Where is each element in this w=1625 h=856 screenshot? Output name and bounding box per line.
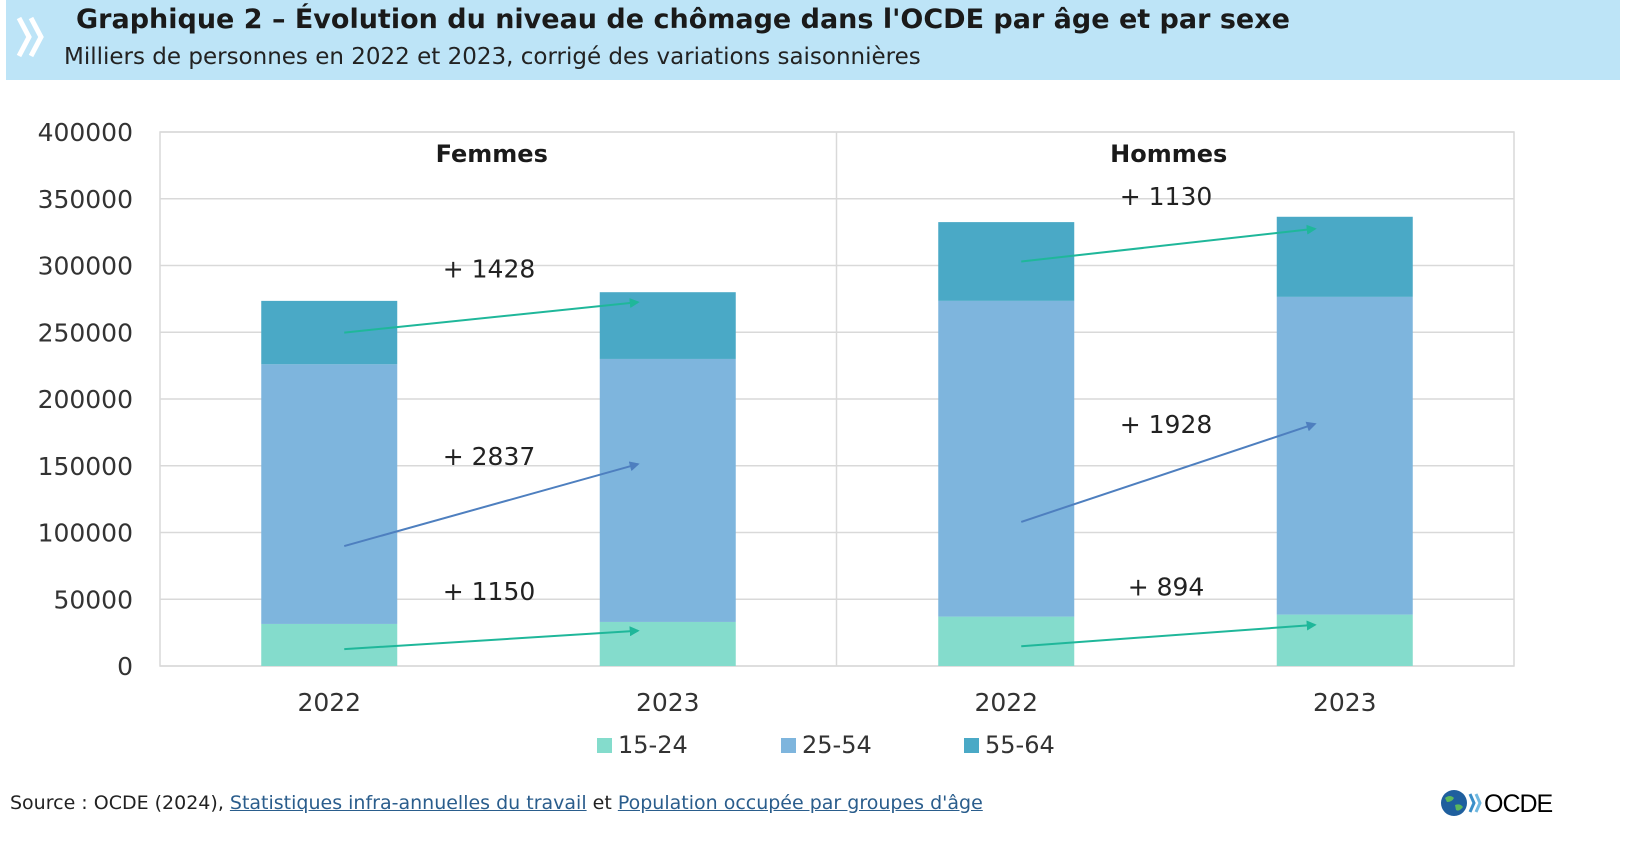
bar-segment-25-54 [599, 358, 736, 622]
source-note: Source : OCDE (2024), Statistiques infra… [10, 792, 983, 814]
y-tick-label: 150000 [38, 452, 133, 481]
bar-segment-15-24 [599, 621, 736, 666]
panel-title-hommes: Hommes [1110, 140, 1227, 168]
y-tick-label: 400000 [38, 118, 133, 147]
chart-subtitle: Milliers de personnes en 2022 et 2023, c… [64, 44, 921, 70]
stacked-bar-chart: 0 50000 100000 150000 200000 250000 300000 3500… [38, 118, 1515, 759]
change-arrow [344, 298, 640, 334]
oecd-logo: OCDE [1440, 786, 1620, 820]
change-label: + 1150 [443, 577, 536, 606]
change-label: + 1928 [1120, 410, 1213, 439]
panel-title-femmes: Femmes [436, 140, 548, 168]
x-tick-label: 2023 [1313, 688, 1377, 717]
change-arrow [1020, 421, 1317, 523]
header-banner: Graphique 2 – Évolution du niveau de chô… [6, 0, 1620, 80]
bar-segment-55-64 [599, 292, 736, 359]
change-label: + 1130 [1120, 182, 1213, 211]
double-chevron-icon [16, 16, 44, 58]
legend-swatch-15-24 [597, 738, 612, 753]
x-tick-label: 2023 [636, 688, 700, 717]
change-arrow [1021, 620, 1317, 648]
legend-swatch-55-64 [964, 738, 979, 753]
bar-segment-15-24 [938, 616, 1075, 666]
source-prefix: Source : OCDE (2024), [10, 792, 230, 814]
y-tick-label: 200000 [38, 385, 133, 414]
bar-segment-55-64 [938, 222, 1075, 301]
change-label: + 894 [1128, 573, 1205, 602]
source-link-statistiques[interactable]: Statistiques infra-annuelles du travail [229, 792, 587, 814]
x-tick-label: 2022 [974, 688, 1038, 717]
x-tick-label: 2022 [297, 688, 361, 717]
change-arrow [344, 626, 640, 651]
logo-text: OCDE [1484, 790, 1553, 818]
bar-segment-25-54 [261, 364, 398, 624]
legend-label-25-54: 25-54 [802, 731, 872, 759]
y-tick-label: 250000 [38, 318, 133, 347]
globe-icon [1441, 790, 1482, 816]
bar-segment-55-64 [261, 300, 398, 365]
legend-swatch-25-54 [781, 738, 796, 753]
y-tick-label: 0 [117, 652, 133, 681]
legend-label-15-24: 15-24 [618, 731, 688, 759]
chart-title: Graphique 2 – Évolution du niveau de chô… [76, 4, 1290, 35]
source-link-population[interactable]: Population occupée par groupes d'âge [617, 792, 983, 814]
change-label: + 1428 [443, 254, 536, 283]
source-middle: et [586, 792, 618, 814]
change-arrow [343, 461, 640, 548]
bar-segment-15-24 [261, 623, 398, 666]
y-tick-label: 350000 [38, 185, 133, 214]
change-label: + 2837 [443, 442, 536, 471]
change-arrow [1021, 224, 1317, 263]
bar-segment-25-54 [1276, 296, 1413, 615]
bar-segment-25-54 [938, 300, 1075, 617]
y-tick-label: 300000 [38, 252, 133, 281]
legend-label-55-64: 55-64 [985, 731, 1055, 759]
bar-segment-15-24 [1276, 614, 1413, 666]
bar-segment-55-64 [1276, 216, 1413, 297]
y-tick-label: 50000 [53, 585, 133, 614]
y-tick-label: 100000 [38, 519, 133, 548]
